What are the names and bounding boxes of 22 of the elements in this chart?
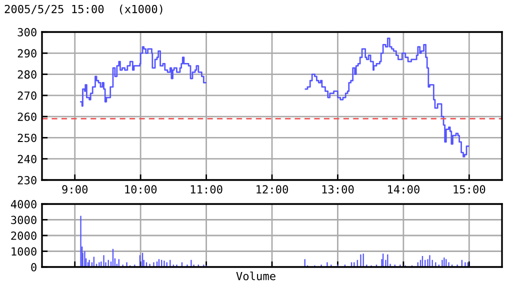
y-tick-label: 260 xyxy=(18,112,36,121)
x-tick-label: 14:00 xyxy=(388,185,420,194)
chart-title: 2005/5/25 15:00 (x1000) xyxy=(4,4,162,15)
y-tick-label: 3000 xyxy=(11,216,36,224)
y-tick-label: 280 xyxy=(18,70,36,79)
y-tick-label: 1000 xyxy=(12,247,36,256)
x-tick-label: 10:00 xyxy=(125,185,157,194)
y-tick-label: 250 xyxy=(18,134,36,142)
x-tick-label: 11:00 xyxy=(190,185,222,194)
y-tick-label: 300 xyxy=(18,28,36,36)
y-tick-label: 290 xyxy=(18,49,36,58)
y-tick-label: 4000 xyxy=(10,200,36,208)
x-tick-label: 13:00 xyxy=(322,185,354,194)
y-tick-label: 0 xyxy=(31,263,36,272)
y-tick-label: 230 xyxy=(18,176,36,184)
text: Volume xyxy=(236,272,276,280)
x-tick-label: 12:00 xyxy=(256,185,288,194)
y-tick-label: 270 xyxy=(18,91,36,100)
x-tick-label: 9:00 xyxy=(62,185,88,194)
y-tick-label: 240 xyxy=(18,154,36,164)
y-tick-label: 2000 xyxy=(11,232,36,240)
x-tick-label: 15:00 xyxy=(454,185,486,194)
